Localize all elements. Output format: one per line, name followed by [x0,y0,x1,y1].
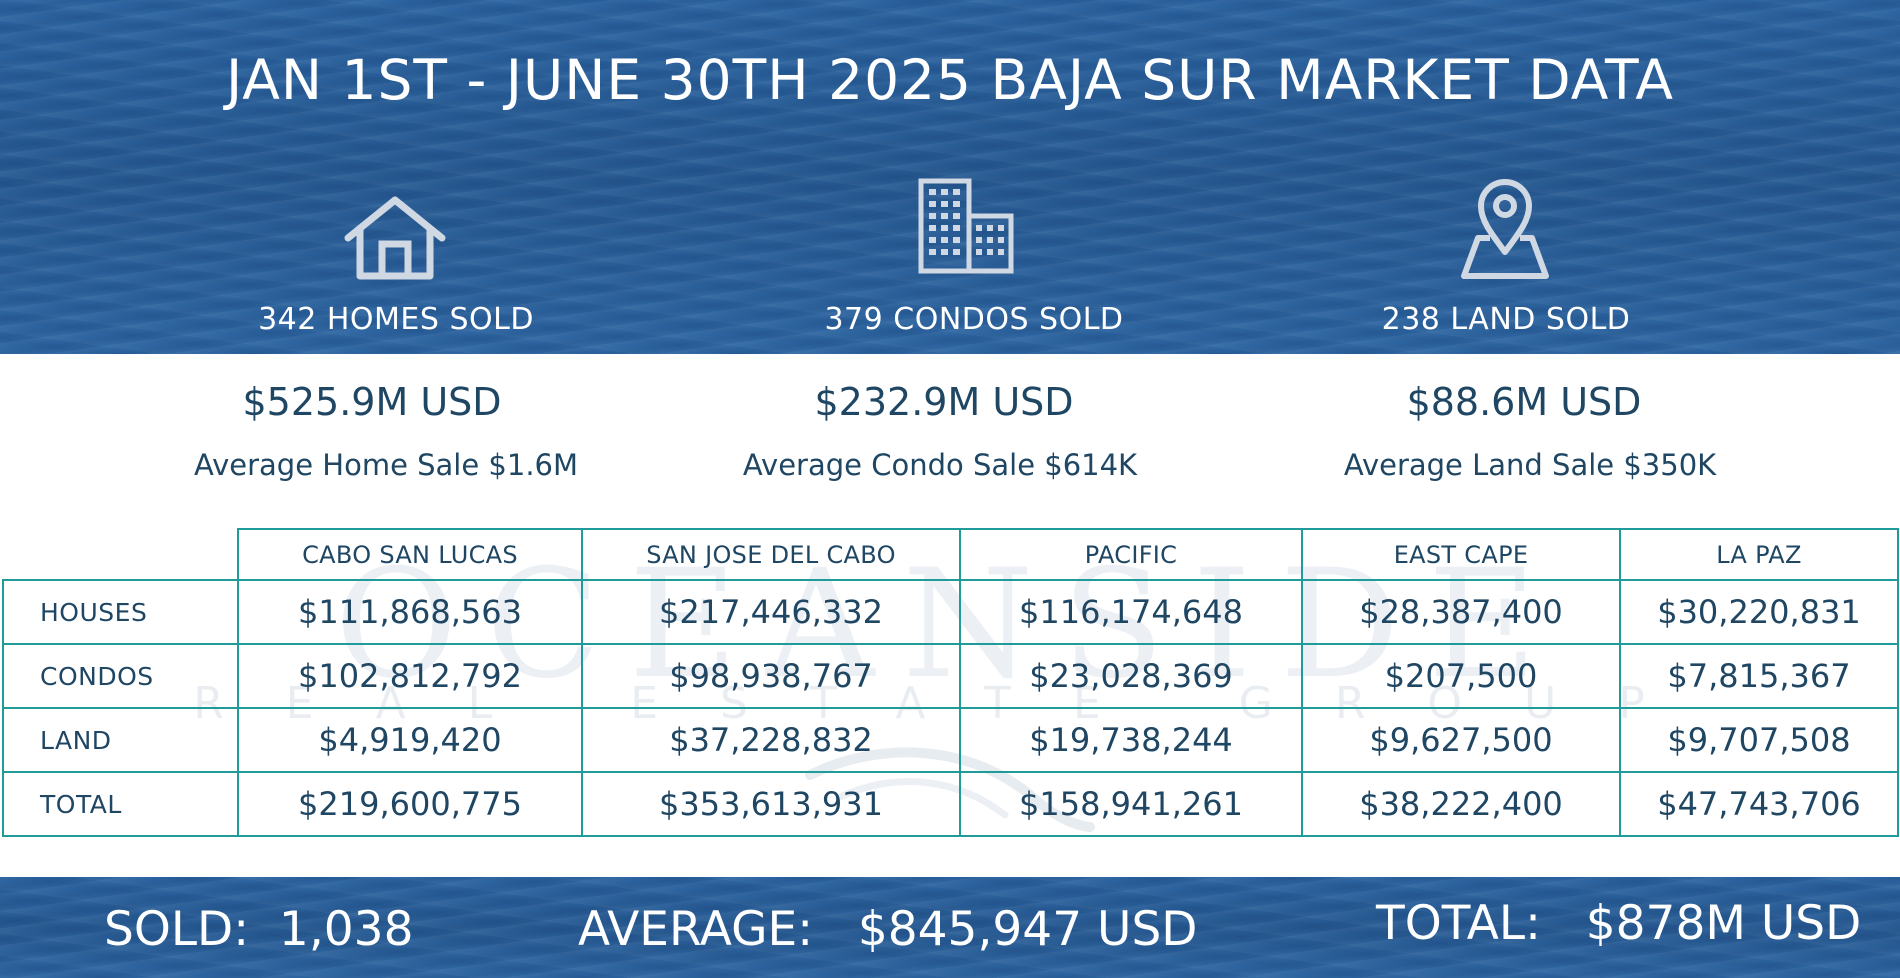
table-cell: $7,815,367 [1619,643,1899,709]
table-row: LAND $4,919,420 $37,228,832 $19,738,244 … [2,707,1899,773]
homes-total-usd: $525.9M USD [242,380,502,424]
house-icon [344,196,446,280]
table-cell: $111,868,563 [237,579,583,645]
table-cell: $207,500 [1301,643,1621,709]
table-cell: $219,600,775 [237,771,583,837]
table-corner-cell [3,529,239,581]
column-header: CABO SAN LUCAS [237,528,583,581]
table-cell: $19,738,244 [959,707,1303,773]
market-data-table: CABO SAN LUCAS SAN JOSE DEL CABO PACIFIC… [2,528,1899,837]
homes-sold-label: 342 HOMES SOLD [258,302,534,337]
ocean-footer-background [0,877,1900,978]
table-cell: $98,938,767 [581,643,961,709]
row-label: LAND [2,707,239,773]
table-row: TOTAL $219,600,775 $353,613,931 $158,941… [2,771,1899,837]
table-cell: $23,028,369 [959,643,1303,709]
table-cell: $37,228,832 [581,707,961,773]
homes-average-sale: Average Home Sale $1.6M [193,448,579,482]
land-average-sale: Average Land Sale $350K [1343,448,1717,482]
table-cell: $158,941,261 [959,771,1303,837]
table-row: CONDOS $102,812,792 $98,938,767 $23,028,… [2,643,1899,709]
ocean-header-background [0,0,1900,354]
table-cell: $38,222,400 [1301,771,1621,837]
buildings-icon [918,178,1014,274]
condos-average-sale: Average Condo Sale $614K [742,448,1138,482]
land-sold-label: 238 LAND SOLD [1381,302,1631,337]
footer-average: AVERAGE: $845,947 USD [578,902,1198,957]
condos-sold-label: 379 CONDOS SOLD [824,302,1124,337]
table-row: HOUSES $111,868,563 $217,446,332 $116,17… [2,579,1899,645]
row-label: CONDOS [2,643,239,709]
map-pin-icon [1460,178,1550,280]
table-cell: $9,627,500 [1301,707,1621,773]
table-cell: $353,613,931 [581,771,961,837]
row-label: TOTAL [2,771,239,837]
land-total-usd: $88.6M USD [1406,380,1642,424]
row-label: HOUSES [2,579,239,645]
table-cell: $28,387,400 [1301,579,1621,645]
column-header: EAST CAPE [1301,528,1621,581]
condos-total-usd: $232.9M USD [814,380,1074,424]
column-header: SAN JOSE DEL CABO [581,528,961,581]
column-header: LA PAZ [1619,528,1899,581]
table-cell: $4,919,420 [237,707,583,773]
footer-total: TOTAL: $878M USD [1376,896,1862,951]
footer-sold: SOLD: 1,038 [104,902,414,957]
table-header-row: CABO SAN LUCAS SAN JOSE DEL CABO PACIFIC… [3,528,1899,581]
table-cell: $9,707,508 [1619,707,1899,773]
table-cell: $30,220,831 [1619,579,1899,645]
column-header: PACIFIC [959,528,1303,581]
page-title: JAN 1ST - JUNE 30TH 2025 BAJA SUR MARKET… [225,48,1674,112]
table-cell: $47,743,706 [1619,771,1899,837]
table-cell: $217,446,332 [581,579,961,645]
table-cell: $102,812,792 [237,643,583,709]
table-cell: $116,174,648 [959,579,1303,645]
